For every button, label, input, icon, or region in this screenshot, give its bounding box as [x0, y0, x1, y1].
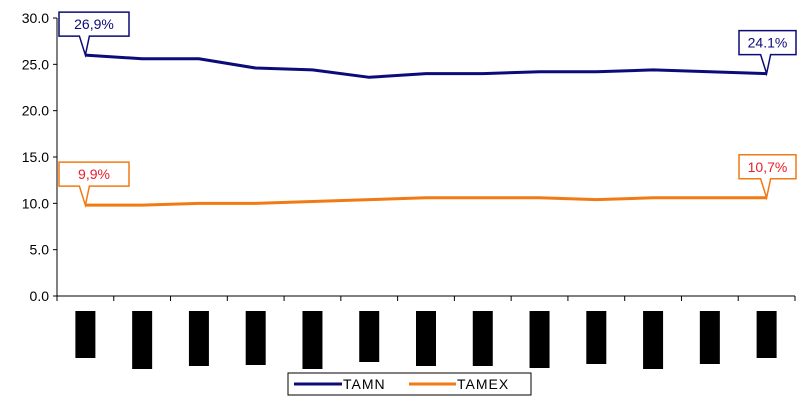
- y-tick-label: 0.0: [30, 288, 50, 304]
- y-tick-label: 25.0: [22, 56, 49, 72]
- x-tick-label: [188, 311, 209, 366]
- callout-label-tamex-first: 9,9%: [78, 166, 110, 182]
- x-tick-labels: [75, 311, 777, 369]
- y-tick-label: 5.0: [30, 242, 50, 258]
- callout-box-tamn-first: [58, 11, 130, 59]
- callout-label-tamn-last: 24.1%: [748, 35, 788, 51]
- callout-box-tamex-last: [738, 154, 797, 201]
- x-tick-label: [586, 311, 607, 364]
- series-group: [85, 53, 767, 207]
- legend: TAMN TAMEX: [287, 372, 532, 396]
- legend-label-tamn: TAMN: [343, 376, 386, 392]
- x-tick-label: [699, 311, 720, 364]
- x-tick-label: [416, 311, 436, 366]
- x-tick-label: [756, 311, 777, 358]
- callout-group: 26,9% 24.1% 9,9% 10,7%: [58, 11, 797, 209]
- y-tick-group: 0.0 5.0 10.0 15.0 20.0 25.0 30.0: [22, 10, 57, 304]
- callout-box-tamn-last: [738, 29, 797, 77]
- x-tick-label: [359, 311, 380, 362]
- y-tick-label: 30.0: [22, 10, 49, 26]
- series-line-tamn: [85, 53, 767, 79]
- x-axis: [56, 295, 796, 369]
- callout-label-tamn-first: 26,9%: [74, 16, 114, 32]
- y-tick-label: 15.0: [22, 149, 49, 165]
- legend-label-tamex: TAMEX: [457, 376, 509, 392]
- x-tick-label: [75, 311, 96, 358]
- x-tick-group: [56, 296, 796, 301]
- y-tick-label: 10.0: [22, 195, 49, 211]
- x-tick-label: [643, 311, 664, 369]
- x-tick-label: [245, 311, 266, 365]
- x-tick-label: [472, 311, 493, 366]
- x-tick-label: [302, 311, 323, 369]
- y-axis: 0.0 5.0 10.0 15.0 20.0 25.0 30.0: [22, 10, 58, 304]
- callout-label-tamex-last: 10,7%: [748, 159, 788, 175]
- x-tick-label: [529, 311, 550, 368]
- y-tick-label: 20.0: [22, 103, 49, 119]
- x-tick-label: [132, 311, 153, 369]
- series-line-tamex: [85, 196, 767, 207]
- callout-box-tamex-first: [58, 161, 130, 209]
